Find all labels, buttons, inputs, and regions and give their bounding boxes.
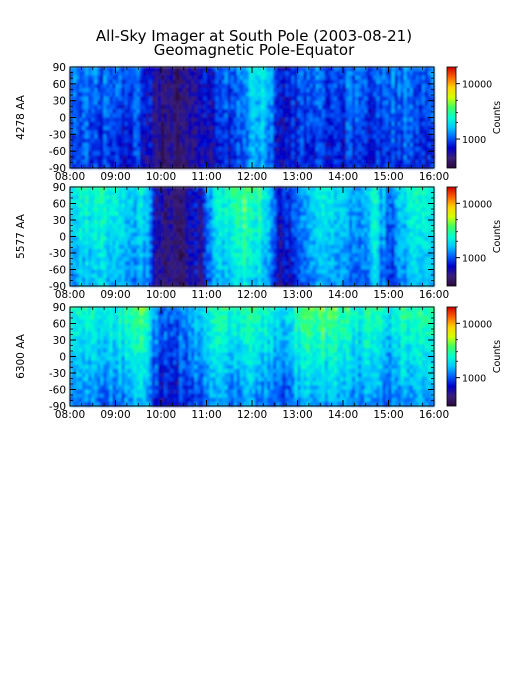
y-tick-label: 90 xyxy=(53,62,66,74)
x-tick-label: 16:00 xyxy=(419,289,449,301)
x-tick-label: 13:00 xyxy=(282,171,312,183)
y-tick-label: 60 xyxy=(53,319,66,331)
x-tick-label: 08:00 xyxy=(55,409,85,421)
y-tick-label: -90 xyxy=(49,281,66,293)
x-tick-label: 15:00 xyxy=(373,289,403,301)
x-tick-label: 13:00 xyxy=(282,409,312,421)
y-tick-label: 90 xyxy=(53,302,66,314)
x-tick-label: 14:00 xyxy=(328,289,358,301)
colorbar xyxy=(446,306,457,407)
chart-title: All-Sky Imager at South Pole (2003-08-21… xyxy=(96,27,412,45)
panel-ylabel: 4278 AA xyxy=(15,94,27,140)
y-tick-label: 0 xyxy=(59,352,66,364)
y-tick-label: -30 xyxy=(49,368,66,380)
colorbar-tick-label: 1000 xyxy=(462,374,486,385)
x-tick-label: 12:00 xyxy=(237,289,267,301)
y-tick-label: 30 xyxy=(53,96,66,108)
x-tick-label: 10:00 xyxy=(146,409,176,421)
colorbar-tick-label: 10000 xyxy=(462,199,492,210)
x-tick-label: 15:00 xyxy=(373,409,403,421)
colorbar xyxy=(446,186,457,287)
x-tick-label: 13:00 xyxy=(282,289,312,301)
y-tick-label: 60 xyxy=(53,79,66,91)
y-tick-label: 30 xyxy=(53,215,66,227)
x-tick-label: 08:00 xyxy=(55,171,85,183)
colorbar-tick-label: 1000 xyxy=(462,254,486,265)
chart-subtitle: Geomagnetic Pole-Equator xyxy=(154,41,355,59)
y-tick-label: -30 xyxy=(49,129,66,141)
y-tick-label: 30 xyxy=(53,335,66,347)
heatmap-image xyxy=(70,187,435,287)
colorbar-label: Counts xyxy=(492,101,503,134)
x-tick-label: 09:00 xyxy=(100,409,130,421)
x-tick-label: 16:00 xyxy=(419,171,449,183)
x-tick-label: 11:00 xyxy=(191,289,221,301)
y-tick-label: 90 xyxy=(53,182,66,194)
colorbar-tick-label: 1000 xyxy=(462,135,486,146)
colorbar-label: Counts xyxy=(492,220,503,253)
x-tick-label: 16:00 xyxy=(419,409,449,421)
y-tick-label: -30 xyxy=(49,248,66,260)
x-tick-label: 09:00 xyxy=(100,171,130,183)
x-tick-label: 11:00 xyxy=(191,171,221,183)
x-tick-label: 14:00 xyxy=(328,409,358,421)
heatmap-image xyxy=(70,67,435,169)
panel-1: -90 -60 -30 0 30 60 90 08:00 09:00 10:00 11:00 12:0… xyxy=(15,62,503,183)
y-tick-label: -60 xyxy=(49,265,66,277)
x-tick-label: 12:00 xyxy=(237,409,267,421)
x-tick-label: 15:00 xyxy=(373,171,403,183)
panel-ylabel: 5577 AA xyxy=(15,213,27,259)
x-tick-label: 10:00 xyxy=(146,171,176,183)
x-tick-label: 11:00 xyxy=(191,409,221,421)
colorbar-label: Counts xyxy=(492,340,503,373)
panel-3: -90 -60 -30 0 30 60 90 08:00 09:00 10:00 11:00 12:0… xyxy=(15,302,503,421)
panel-2: -90 -60 -30 0 30 60 90 08:00 09:00 10:00 11:00 12:0… xyxy=(15,182,503,301)
panel-ylabel: 6300 AA xyxy=(15,333,27,379)
heatmap-image xyxy=(70,307,435,407)
x-tick-label: 08:00 xyxy=(55,289,85,301)
x-tick-label: 10:00 xyxy=(146,289,176,301)
y-tick-label: -90 xyxy=(49,401,66,413)
colorbar-tick-label: 10000 xyxy=(462,80,492,91)
y-tick-label: 0 xyxy=(59,232,66,244)
y-tick-label: -90 xyxy=(49,163,66,175)
y-tick-label: -60 xyxy=(49,385,66,397)
x-tick-label: 14:00 xyxy=(328,171,358,183)
y-tick-label: 0 xyxy=(59,113,66,125)
x-tick-label: 12:00 xyxy=(237,171,267,183)
colorbar xyxy=(446,66,457,169)
x-tick-label: 09:00 xyxy=(100,289,130,301)
y-tick-label: 60 xyxy=(53,199,66,211)
y-tick-label: -60 xyxy=(49,146,66,158)
colorbar-tick-label: 10000 xyxy=(462,319,492,330)
